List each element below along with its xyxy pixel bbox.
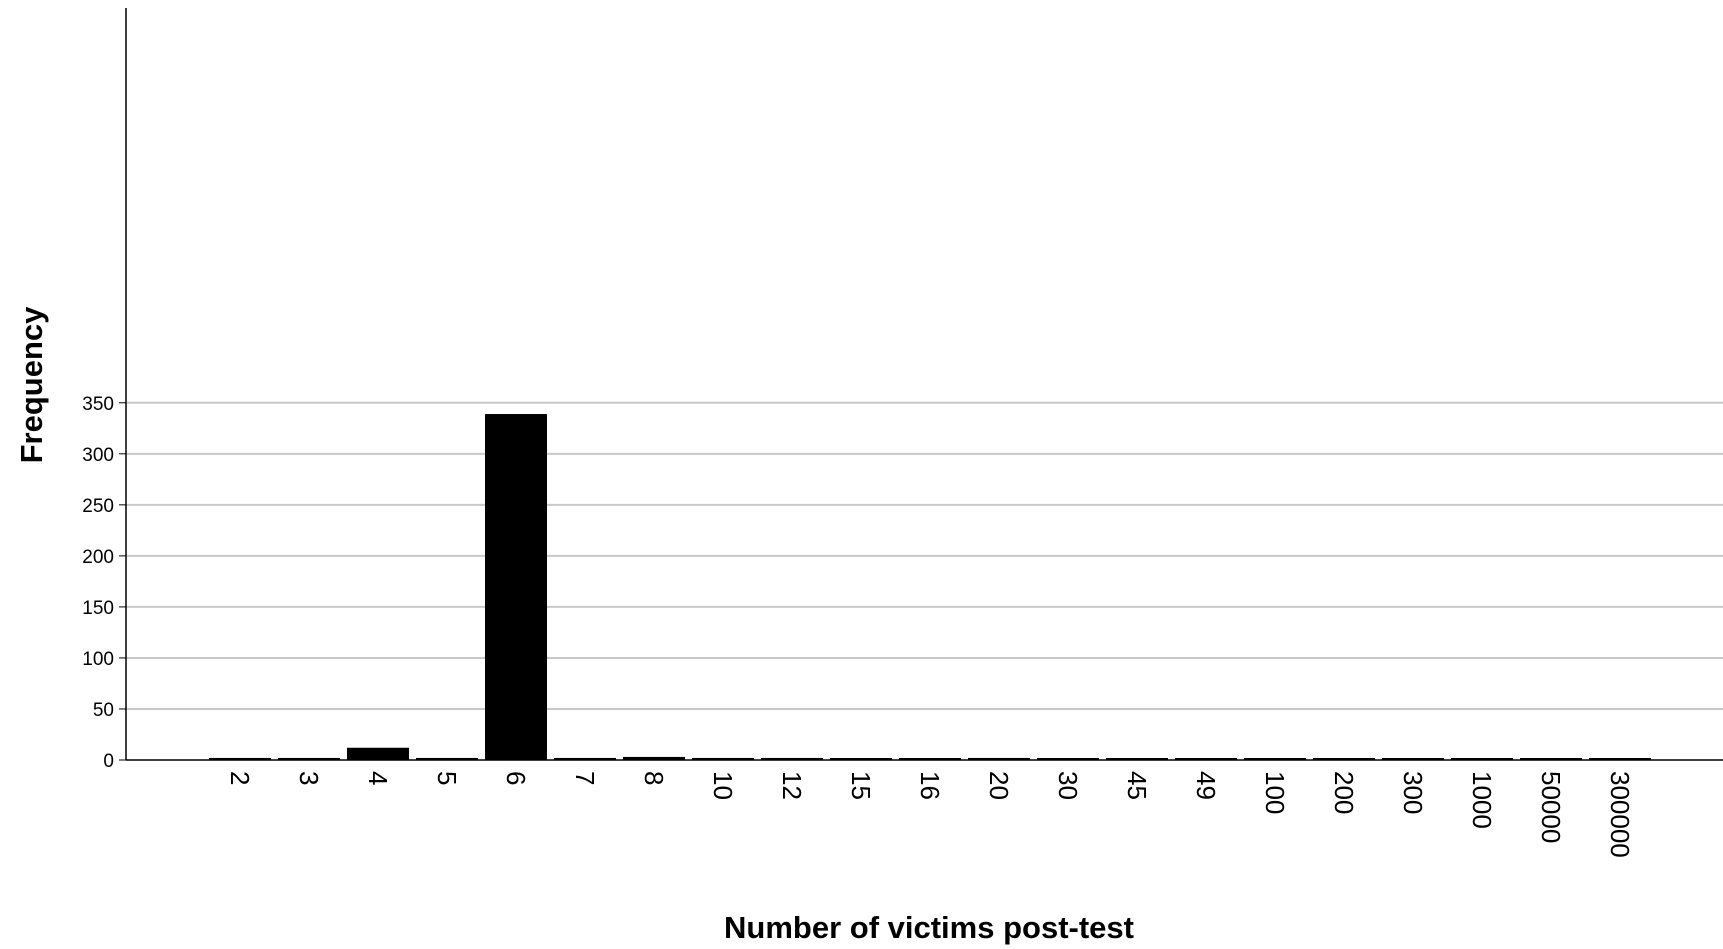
x-tick-label-12: 12 — [777, 771, 807, 800]
x-tick-label-20: 20 — [984, 771, 1014, 800]
y-axis-title: Frequency — [14, 306, 49, 464]
bar-3 — [278, 757, 340, 760]
x-tick-label-4: 4 — [363, 771, 393, 785]
x-tick-label-10: 10 — [708, 771, 738, 800]
bar-20 — [968, 757, 1030, 760]
x-tick-label-16: 16 — [915, 771, 945, 800]
bar-300000 — [1589, 758, 1651, 760]
bar-100 — [1244, 758, 1306, 760]
bar-30 — [1037, 758, 1099, 760]
x-tick-label-50000: 50000 — [1536, 771, 1566, 843]
y-tick-label-0: 0 — [103, 751, 114, 772]
bar-15 — [830, 758, 892, 760]
bar-16 — [899, 758, 961, 760]
x-tick-label-5: 5 — [432, 771, 462, 785]
y-tick-label-150: 150 — [82, 598, 114, 619]
x-tick-label-49: 49 — [1191, 771, 1221, 800]
x-tick-label-6: 6 — [501, 771, 531, 785]
y-tick-labels: 0 50 100 150 200 250 300 350 — [82, 394, 114, 772]
x-tick-label-8: 8 — [639, 771, 669, 785]
x-axis-title: Number of victims post-test — [724, 910, 1134, 945]
y-tick-label-350: 350 — [82, 394, 114, 415]
x-tick-label-1000: 1000 — [1467, 771, 1497, 829]
bar-49 — [1175, 758, 1237, 760]
y-tick-label-200: 200 — [82, 547, 114, 568]
bar-1000 — [1451, 758, 1513, 760]
y-tick-label-50: 50 — [93, 700, 114, 721]
y-tick-label-300: 300 — [82, 445, 114, 466]
x-tick-label-300000: 300000 — [1605, 771, 1635, 858]
x-tick-label-45: 45 — [1122, 771, 1152, 800]
bar-50000 — [1520, 758, 1582, 760]
bar-10 — [692, 757, 754, 760]
x-tick-label-15: 15 — [846, 771, 876, 800]
bar-12 — [761, 757, 823, 760]
bar-4 — [347, 747, 409, 760]
bars — [209, 414, 1651, 760]
x-tick-label-3: 3 — [294, 771, 324, 785]
x-tick-label-100: 100 — [1260, 771, 1290, 814]
bar-8 — [623, 756, 685, 760]
x-tick-label-300: 300 — [1398, 771, 1428, 814]
x-tick-label-7: 7 — [570, 771, 600, 785]
bar-7 — [554, 757, 616, 760]
bar-45 — [1106, 758, 1168, 760]
x-tick-label-200: 200 — [1329, 771, 1359, 814]
axes — [119, 8, 1723, 761]
bar-5 — [416, 757, 478, 760]
x-tick-label-30: 30 — [1053, 771, 1083, 800]
y-tick-label-100: 100 — [82, 649, 114, 670]
x-tick-labels: 2 3 4 5 6 7 8 10 12 15 16 20 30 45 49 100 200 300 1000 5000… — [225, 771, 1635, 858]
y-tick-label-250: 250 — [82, 496, 114, 517]
grid-lines — [126, 401, 1723, 710]
bar-6 — [485, 414, 547, 760]
bar-2 — [209, 757, 271, 760]
bar-200 — [1313, 758, 1375, 760]
x-tick-label-2: 2 — [225, 771, 255, 785]
bar-300 — [1382, 758, 1444, 760]
